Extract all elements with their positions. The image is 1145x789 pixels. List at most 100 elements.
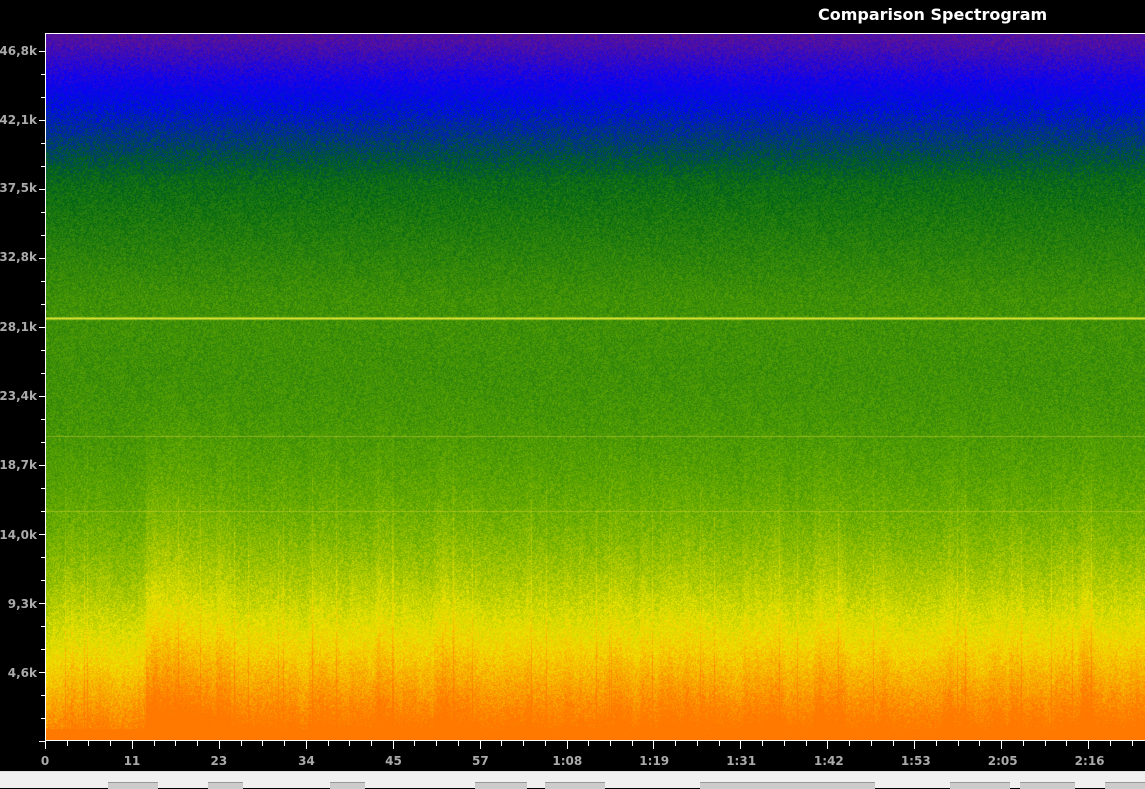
toolbar-button[interactable] <box>1020 782 1075 789</box>
y-tick <box>41 418 45 420</box>
y-tick-label: 32,8k <box>0 250 37 265</box>
x-tick <box>305 741 307 749</box>
toolbar-button[interactable] <box>545 782 605 789</box>
x-tick <box>1022 741 1024 746</box>
x-tick <box>262 741 264 746</box>
toolbar-button[interactable] <box>755 782 820 789</box>
y-tick <box>41 372 45 374</box>
x-tick-label: 23 <box>210 754 228 768</box>
x-tick-label: 45 <box>385 754 402 768</box>
x-tick <box>1088 741 1090 749</box>
x-tick <box>457 741 459 746</box>
x-tick-label: 0 <box>40 754 50 768</box>
y-tick-label: 23,4k <box>0 388 37 403</box>
toolbar-button[interactable] <box>108 782 158 789</box>
x-tick <box>240 741 242 746</box>
x-tick-label: 1:31 <box>726 754 757 768</box>
y-tick-label: 14,0k <box>0 527 37 542</box>
y-tick-label: 42,1k <box>0 113 37 128</box>
x-tick-label: 1:19 <box>639 754 670 768</box>
x-tick <box>110 741 112 746</box>
y-tick <box>41 717 45 719</box>
x-tick <box>131 741 133 749</box>
y-tick <box>41 441 45 443</box>
x-tick <box>740 741 742 749</box>
x-tick <box>653 741 655 749</box>
y-tick-label: 9,3k <box>7 596 37 611</box>
x-tick <box>957 741 959 746</box>
x-tick-label: 2:16 <box>1074 754 1105 768</box>
y-tick <box>39 188 45 190</box>
x-tick-label: 1:42 <box>813 754 844 768</box>
chart-title: Comparison Spectrogram <box>818 5 1048 24</box>
toolbar-button[interactable] <box>475 782 527 789</box>
x-tick-label: 11 <box>123 754 141 768</box>
x-tick <box>197 741 199 746</box>
x-tick <box>566 741 568 749</box>
y-tick <box>41 510 45 512</box>
toolbar-button[interactable] <box>330 782 365 789</box>
y-tick <box>41 487 45 489</box>
x-tick <box>783 741 785 746</box>
x-tick <box>979 741 981 746</box>
y-tick <box>39 395 45 397</box>
x-tick <box>1044 741 1046 746</box>
x-tick <box>827 741 829 749</box>
x-tick <box>849 741 851 746</box>
y-tick <box>41 211 45 213</box>
toolbar-button[interactable] <box>1105 782 1145 789</box>
x-tick <box>935 741 937 746</box>
y-tick <box>39 50 45 52</box>
x-tick <box>45 741 46 749</box>
y-tick <box>41 349 45 351</box>
y-tick <box>41 280 45 282</box>
y-tick <box>41 694 45 696</box>
toolbar-button[interactable] <box>208 782 243 789</box>
y-tick <box>41 165 45 167</box>
y-tick <box>41 648 45 650</box>
x-tick <box>436 741 438 746</box>
x-tick-label: 1:53 <box>900 754 931 768</box>
x-tick <box>1066 741 1068 746</box>
x-tick <box>696 741 698 746</box>
x-tick <box>501 741 503 746</box>
y-tick <box>41 303 45 305</box>
x-tick <box>523 741 525 746</box>
x-tick <box>718 741 720 746</box>
x-tick <box>805 741 807 746</box>
x-tick <box>218 741 220 749</box>
y-tick <box>39 464 45 466</box>
x-tick <box>1001 741 1003 749</box>
x-tick <box>1109 741 1111 746</box>
bottom-toolbar <box>0 771 1145 789</box>
x-tick <box>349 741 351 746</box>
y-tick <box>41 234 45 236</box>
x-tick <box>914 741 916 749</box>
y-tick <box>41 142 45 144</box>
x-tick <box>392 741 394 749</box>
x-tick <box>414 741 416 746</box>
x-tick-label: 34 <box>298 754 315 768</box>
x-tick <box>66 741 68 746</box>
y-tick <box>41 556 45 558</box>
y-tick <box>39 119 45 121</box>
y-tick <box>41 579 45 581</box>
x-tick <box>284 741 286 746</box>
y-tick <box>39 741 45 742</box>
x-tick <box>1131 741 1133 746</box>
toolbar-button[interactable] <box>820 782 875 789</box>
x-tick <box>588 741 590 746</box>
toolbar-button[interactable] <box>700 782 770 789</box>
x-tick-label: 57 <box>472 754 489 768</box>
x-tick <box>370 741 372 746</box>
x-tick <box>153 741 155 746</box>
toolbar-button[interactable] <box>950 782 1010 789</box>
y-tick <box>39 602 45 604</box>
x-tick-label: 2:05 <box>987 754 1018 768</box>
x-tick <box>762 741 764 746</box>
y-tick-label: 28,1k <box>0 319 37 334</box>
y-tick <box>39 326 45 328</box>
x-tick <box>675 741 677 746</box>
x-tick-label: 1:08 <box>552 754 583 768</box>
x-tick <box>175 741 177 746</box>
